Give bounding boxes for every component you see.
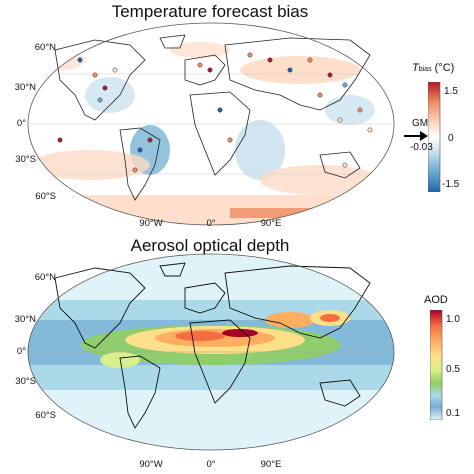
panel1-cb-tick-max: 1.5 xyxy=(444,86,458,97)
panel1-colorbar xyxy=(428,82,441,192)
gm-label: GM xyxy=(412,118,429,129)
panel2-lat-60s: 60°S xyxy=(35,410,56,421)
panel1-lat-60n: 60°N xyxy=(34,42,56,53)
panel1-lat-60s: 60°S xyxy=(35,191,56,202)
panel2-title: Aerosol optical depth xyxy=(130,236,290,255)
panel2-cb-tick-min: 0.1 xyxy=(446,408,460,419)
panel1-lon-90w: 90°W xyxy=(139,218,163,229)
gm-arrow-icon xyxy=(404,131,428,141)
panel1-lat-30s: 30°S xyxy=(15,154,36,165)
panel1-cb-tick-min: -1.5 xyxy=(442,179,460,190)
panel2-cb-tick-max: 1.0 xyxy=(446,314,460,325)
panel2-lat-0: 0° xyxy=(16,346,26,357)
panel1-cb-tick-zero: 0 xyxy=(448,133,454,144)
panel2-cb-tick-mid: 0.5 xyxy=(446,364,460,375)
panel1-lon-90e: 90°E xyxy=(260,218,282,229)
panel2-lat-30s: 30°S xyxy=(15,376,36,387)
panel1-lon-0: 0° xyxy=(206,218,216,229)
gm-value: -0.03 xyxy=(410,142,433,153)
panel2-lon-90e: 90°E xyxy=(260,459,282,470)
panel2-lat-60n: 60°N xyxy=(34,272,56,283)
panel2-lon-90w: 90°W xyxy=(139,459,163,470)
panel1-title: Temperature forecast bias xyxy=(111,2,309,21)
panel2-colorbar-title: AOD xyxy=(424,294,448,306)
panel1-colorbar-title: Tbias (°C) xyxy=(412,62,455,74)
panel2-lat-30n: 30°N xyxy=(14,314,36,325)
panel1-lat-30n: 30°N xyxy=(14,82,36,93)
panel2-colorbar xyxy=(430,310,443,420)
panel2-lon-0: 0° xyxy=(206,459,216,470)
panel1-lat-0: 0° xyxy=(16,118,26,129)
